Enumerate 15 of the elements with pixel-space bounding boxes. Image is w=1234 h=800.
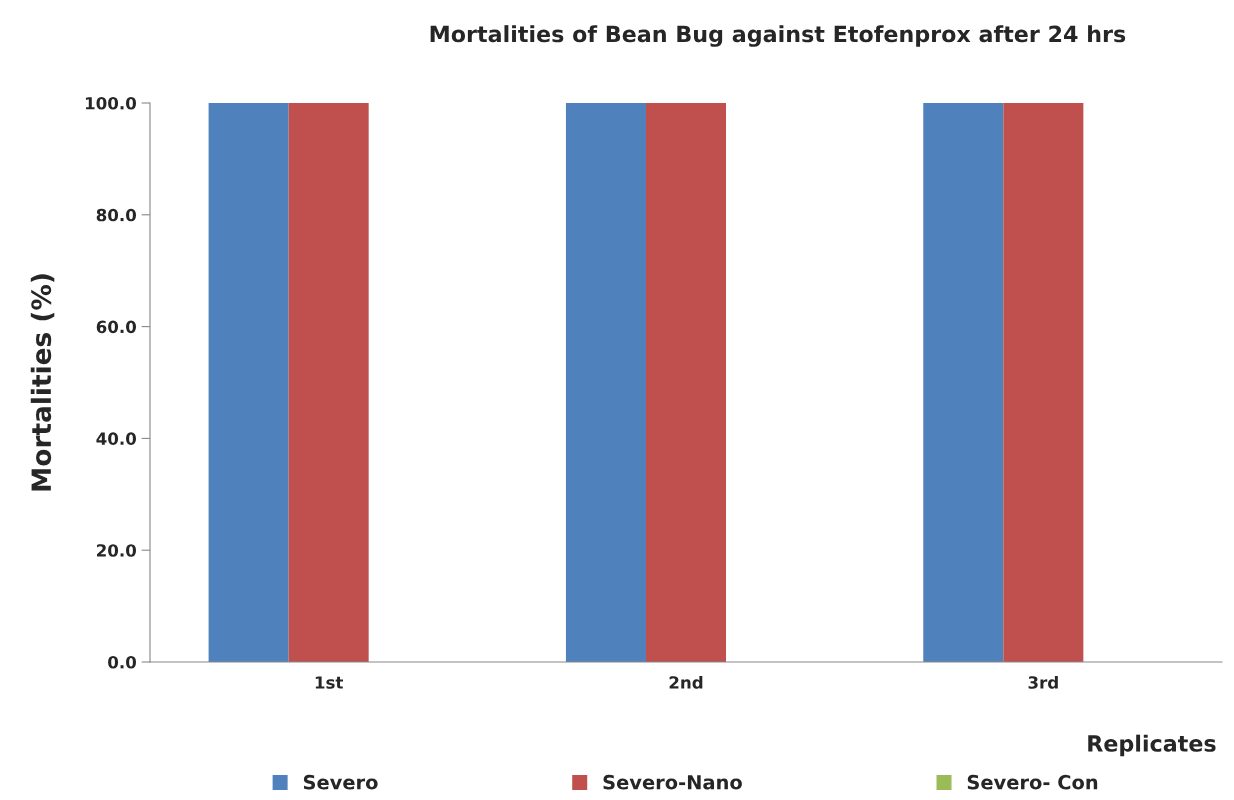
y-tick-label: 60.0 <box>96 320 137 334</box>
x-tick-label: 3rd <box>1028 675 1058 689</box>
x-tick-label: 2nd <box>669 675 703 689</box>
x-axis-title: Replicates <box>1088 734 1216 757</box>
y-tick-label: 0.0 <box>108 655 137 669</box>
y-tick-label: 20.0 <box>97 544 137 557</box>
y-axis-title: Mortalities (%) <box>30 274 55 491</box>
y-tick-label: 40.0 <box>96 432 137 445</box>
legend-label: Severo- Con <box>967 774 1098 790</box>
legend-label: Severo-Nano <box>603 774 742 790</box>
chart-title: Mortalities of Bean Bug against Etofenprox after 24 hrs <box>430 25 1126 47</box>
x-tick-label: 1st <box>315 676 344 689</box>
y-tick-label: 100.0 <box>85 96 137 110</box>
y-tick-label: 80.0 <box>96 208 137 222</box>
legend-label: Severo <box>303 774 378 790</box>
